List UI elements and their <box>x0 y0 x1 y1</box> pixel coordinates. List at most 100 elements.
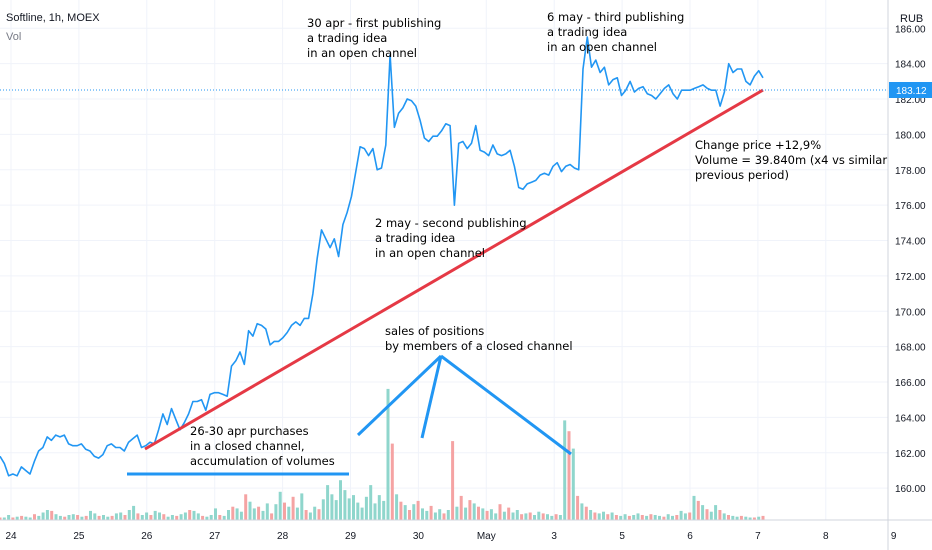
time-axis-labels: 24252627282930May3567891013 <box>5 531 896 542</box>
volume-bar <box>84 515 88 521</box>
volume-bar <box>696 500 700 520</box>
volume-bar <box>627 515 631 521</box>
volume-bar <box>395 494 399 520</box>
volume-bar <box>468 500 472 520</box>
volume-bar <box>123 515 127 520</box>
volume-bar <box>722 513 726 520</box>
volume-bar <box>658 515 661 521</box>
volume-bar <box>145 512 149 520</box>
volume-bar <box>524 513 528 520</box>
volume-bar <box>140 515 144 520</box>
volume-bar <box>102 515 105 520</box>
sales-arrow-middle[interactable] <box>420 355 443 439</box>
annotation-line: Change price +12,9% <box>695 138 821 152</box>
volume-bar <box>731 515 735 521</box>
volume-bar <box>683 513 687 520</box>
volume-bar <box>67 515 71 520</box>
volume-bar <box>2 517 6 520</box>
sales-arrow-right[interactable] <box>440 354 572 456</box>
price-series-line <box>0 36 764 477</box>
volume-bar <box>270 513 274 520</box>
volume-bar <box>748 517 752 520</box>
volume-bar <box>106 516 110 520</box>
volume-bar <box>597 513 601 520</box>
volume-bar <box>662 516 666 520</box>
price-tick-label: 170.00 <box>895 307 926 318</box>
volume-bar <box>287 506 291 520</box>
volume-bar <box>377 495 381 520</box>
trend-line[interactable] <box>144 88 764 451</box>
volume-bar <box>76 515 80 520</box>
volume-bar <box>235 508 239 520</box>
volume-bar <box>261 510 265 520</box>
volume-bar <box>218 515 222 520</box>
time-tick-label: 8 <box>823 531 829 542</box>
volume-bar <box>502 511 506 520</box>
volume-bar <box>11 517 15 520</box>
volume-bar <box>330 494 334 520</box>
annotation-line: by members of a closed channel <box>385 339 573 353</box>
volume-bar <box>390 443 394 520</box>
volume-bar <box>614 515 618 520</box>
volume-bar <box>192 510 196 520</box>
time-tick-label: 3 <box>551 531 557 542</box>
volume-bars <box>0 388 765 521</box>
volume-bar <box>179 514 183 520</box>
time-tick-label: 26 <box>141 531 153 542</box>
annotation-sales: sales of positions by members of a close… <box>385 324 573 353</box>
volume-bar <box>175 515 179 521</box>
volume-bar <box>360 507 364 521</box>
volume-bar <box>283 502 286 520</box>
volume-bar <box>464 507 468 521</box>
volume-bar <box>610 512 614 520</box>
volume-bar <box>412 504 416 520</box>
annotation-line: Volume = 39.840m (x4 vs similar <box>695 153 887 167</box>
volume-bar <box>347 498 351 520</box>
volume-bar <box>520 514 524 520</box>
volume-bar <box>80 516 84 520</box>
current-price-value: 183.12 <box>896 86 927 97</box>
volume-bar <box>386 388 390 520</box>
symbol-title[interactable]: Softline, 1h, MOEX <box>6 12 100 24</box>
volume-bar <box>231 506 235 520</box>
volume-bar <box>356 502 360 520</box>
volume-bar <box>571 448 575 520</box>
volume-bar <box>438 509 442 520</box>
volume-bar <box>498 504 502 520</box>
volume-bar <box>343 490 347 520</box>
volume-bar <box>679 510 683 520</box>
price-tick-label: 182.00 <box>895 95 926 106</box>
volume-bar <box>33 514 36 520</box>
annotation-line: 2 may - second publishing <box>375 216 527 230</box>
volume-bar <box>727 515 730 520</box>
price-tick-label: 162.00 <box>895 449 926 460</box>
volume-bar <box>166 516 170 520</box>
volume-bar <box>24 516 28 520</box>
volume-bar <box>7 515 11 520</box>
annotation-line: previous period) <box>695 168 789 182</box>
volume-bar <box>300 493 304 520</box>
volume-bar <box>28 517 32 520</box>
volume-bar <box>257 506 261 520</box>
volume-bar <box>110 515 114 521</box>
price-tick-label: 174.00 <box>895 237 926 248</box>
volume-indicator-label[interactable]: Vol <box>6 31 21 43</box>
annotation-drawings[interactable] <box>127 354 572 476</box>
price-axis-panel <box>888 0 932 520</box>
sales-arrow-left[interactable] <box>356 354 443 437</box>
volume-bar <box>201 515 205 521</box>
volume-bar <box>265 503 269 520</box>
volume-bar <box>619 515 623 521</box>
price-axis-labels: 160.00 162.00 164.00 166.00 168.00 170.00 172.… <box>895 24 926 495</box>
volume-bar <box>274 504 278 520</box>
price-tick-label: 164.00 <box>895 413 926 424</box>
annotation-line: 26-30 apr purchases <box>190 424 309 438</box>
volume-bar <box>735 516 739 520</box>
volume-bar <box>321 499 325 521</box>
volume-bar <box>533 515 536 520</box>
volume-bar <box>584 506 588 520</box>
volume-bar <box>63 516 67 520</box>
volume-bar <box>114 513 118 520</box>
